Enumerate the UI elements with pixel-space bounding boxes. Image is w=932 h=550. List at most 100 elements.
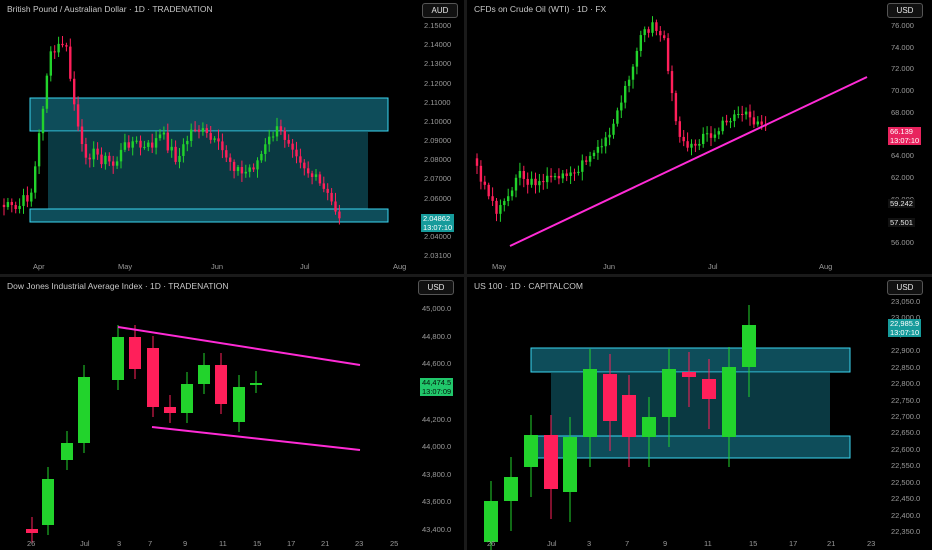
candle-body xyxy=(635,50,639,67)
candle-body xyxy=(170,146,173,151)
candle-body xyxy=(61,43,64,46)
candle-body xyxy=(100,154,103,165)
candle-body xyxy=(524,435,538,467)
candle-body xyxy=(178,155,181,162)
candle-body xyxy=(209,133,212,140)
candle-body xyxy=(499,205,502,214)
candle-body xyxy=(232,161,236,172)
chart-panel-us100[interactable]: US 100 · 1D · CAPITALCOM USD 23,050.0 23,… xyxy=(467,277,932,550)
candle-body xyxy=(514,177,518,191)
time-tick-label: 9 xyxy=(183,539,188,548)
price-tick-label: 45,000.0 xyxy=(422,304,452,313)
candle-body xyxy=(330,192,333,202)
candle-body xyxy=(495,200,498,214)
chart-panel-gbpaud[interactable]: British Pound / Australian Dollar · 1D ·… xyxy=(0,0,464,274)
price-tick-label: 2.13000 xyxy=(424,59,452,69)
candle-body xyxy=(682,136,685,142)
candle-body xyxy=(248,167,251,172)
candle-body xyxy=(662,369,676,417)
time-tick-label: 17 xyxy=(287,539,296,548)
candle-body xyxy=(583,369,597,437)
candle-body xyxy=(639,35,642,51)
candle-body xyxy=(303,162,306,169)
candle-body xyxy=(624,85,627,103)
candle-body xyxy=(6,202,10,208)
time-tick-label: 26 xyxy=(487,539,496,548)
time-tick-label: May xyxy=(118,262,133,271)
chart-area[interactable] xyxy=(0,0,464,274)
currency-button[interactable]: USD xyxy=(887,3,923,18)
time-tick-label: 3 xyxy=(587,539,592,548)
chart-area[interactable] xyxy=(0,277,464,550)
price-tick-label: 44,000.0 xyxy=(422,442,452,452)
candle-body xyxy=(73,78,76,105)
candle-body xyxy=(318,174,322,184)
candle-body xyxy=(487,184,490,197)
candle-body xyxy=(240,167,244,174)
chart-area[interactable] xyxy=(467,0,932,274)
panel-divider-horizontal[interactable] xyxy=(0,274,932,277)
candle-body xyxy=(2,204,6,208)
candle-body xyxy=(92,148,95,160)
candle-body xyxy=(744,111,748,115)
last-price-tag: 22,985.9 13:07:10 xyxy=(888,319,922,337)
candle-body xyxy=(197,129,201,132)
currency-button[interactable]: USD xyxy=(887,280,923,295)
candle-body xyxy=(503,201,506,206)
chart-panel-wti[interactable]: CFDs on Crude Oil (WTI) · 1D · FX USD 76… xyxy=(467,0,932,274)
currency-button[interactable]: AUD xyxy=(422,3,458,18)
time-tick-label: Aug xyxy=(393,262,407,271)
candle-body xyxy=(275,126,279,137)
candle-body xyxy=(123,142,127,150)
time-tick-label: Aug xyxy=(819,262,833,271)
candle-body xyxy=(154,138,158,148)
candle-body xyxy=(115,161,119,166)
candle-body xyxy=(252,167,255,170)
price-tick-label: 44,800.0 xyxy=(422,331,452,341)
price-tick-label: 22,450.0 xyxy=(891,494,921,504)
candle-body xyxy=(10,202,13,206)
time-tick-label: 9 xyxy=(663,539,668,548)
chart-area[interactable] xyxy=(467,277,932,550)
time-tick-label: 3 xyxy=(117,539,122,548)
candle-body xyxy=(162,132,166,135)
chart-panel-dow[interactable]: Dow Jones Industrial Average Index · 1D … xyxy=(0,277,464,550)
price-tick-label: 2.12000 xyxy=(424,78,452,88)
price-tick-label: 2.07000 xyxy=(424,174,452,184)
candle-body xyxy=(322,183,325,189)
price-tick-label: 2.03100 xyxy=(424,251,452,260)
time-tick-label: 21 xyxy=(321,539,330,548)
time-tick-label: 7 xyxy=(625,539,630,548)
candle-body xyxy=(65,45,68,47)
plot-bg xyxy=(467,0,882,274)
candle-body xyxy=(544,435,558,489)
time-tick-label: Jul xyxy=(80,539,90,548)
candle-body xyxy=(756,121,759,125)
candle-body xyxy=(283,130,286,140)
candle-body xyxy=(608,134,611,138)
chart-title: US 100 · 1D · CAPITALCOM xyxy=(474,281,583,291)
candle-body xyxy=(713,134,717,138)
candle-body xyxy=(112,161,115,166)
price-tick-label: 64.000 xyxy=(891,151,914,161)
price-tick-label: 62.000 xyxy=(891,172,914,182)
resistance-zone xyxy=(29,97,389,132)
candle-body xyxy=(651,22,654,33)
candle-body xyxy=(733,114,736,122)
time-tick-label: 7 xyxy=(148,539,153,548)
candle-body xyxy=(742,325,756,367)
candle-body xyxy=(41,108,45,134)
candle-body xyxy=(205,128,208,134)
time-tick-label: 23 xyxy=(355,539,364,548)
time-tick-label: Jul xyxy=(547,539,557,548)
chart-title: CFDs on Crude Oil (WTI) · 1D · FX xyxy=(474,4,607,14)
candle-body xyxy=(182,144,185,156)
price-tick-label: 2.14000 xyxy=(424,40,452,50)
candle-body xyxy=(670,71,674,94)
candle-body xyxy=(310,173,314,177)
price-tick-label: 22,400.0 xyxy=(891,510,921,520)
candle-body xyxy=(663,35,666,39)
time-tick-label: 23 xyxy=(867,539,876,548)
range-zone xyxy=(551,372,830,436)
currency-button[interactable]: USD xyxy=(418,280,454,295)
